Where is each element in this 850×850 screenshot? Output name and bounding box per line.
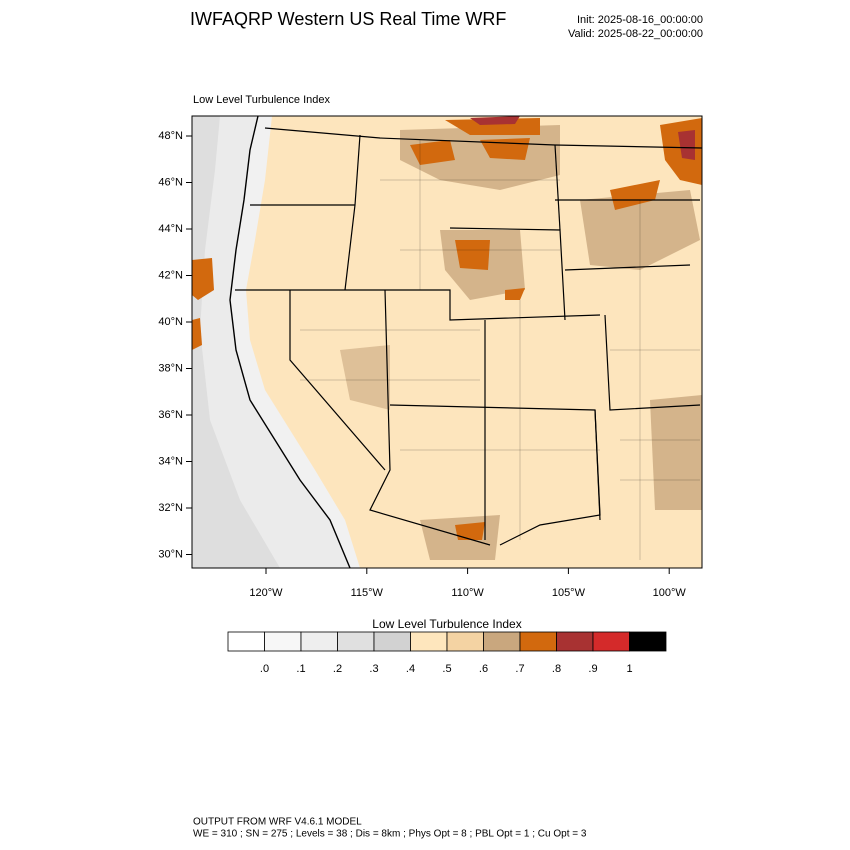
lat-label: 44°N <box>158 223 183 235</box>
lat-label: 36°N <box>158 409 183 421</box>
valid-time: Valid: 2025-08-22_00:00:00 <box>568 28 703 40</box>
map-label: Low Level Turbulence Index <box>193 94 330 106</box>
colorbar-box <box>556 631 594 652</box>
footer-line: OUTPUT FROM WRF V4.6.1 MODEL <box>193 817 362 828</box>
colorbar-label: .5 <box>442 663 451 675</box>
footer-line: WE = 310 ; SN = 275 ; Levels = 38 ; Dis … <box>193 829 587 840</box>
lat-label: 32°N <box>158 502 183 514</box>
lat-label: 48°N <box>158 130 183 142</box>
lat-label: 34°N <box>158 455 183 467</box>
colorbar-label: .7 <box>515 663 524 675</box>
colorbar-label: .1 <box>296 663 305 675</box>
colorbar-box <box>410 631 448 652</box>
map-frame <box>191 115 703 569</box>
colorbar-box <box>227 631 265 652</box>
lat-label: 30°N <box>158 548 183 560</box>
colorbar-title: Low Level Turbulence Index <box>372 617 521 631</box>
map-ticks: 48°N 46°N 44°N 42°N 40°N 38°N 36°N 34°N 32°N 30°N… <box>158 130 686 599</box>
colorbar-label: .0 <box>260 663 269 675</box>
colorbar-box <box>446 631 484 652</box>
colorbar-box <box>300 631 338 652</box>
colorbar-box <box>373 631 411 652</box>
lon-label: 105°W <box>552 587 586 599</box>
map <box>192 116 702 568</box>
colorbar-box <box>483 631 521 652</box>
colorbar-label: .6 <box>479 663 488 675</box>
colorbar-label: .3 <box>369 663 378 675</box>
lon-label: 120°W <box>249 587 283 599</box>
colorbar-label: .4 <box>406 663 415 675</box>
colorbar-label: .8 <box>552 663 561 675</box>
lon-label: 110°W <box>451 587 484 599</box>
colorbar-box <box>264 631 302 652</box>
colorbar-box <box>629 631 667 652</box>
colorbar-label: .2 <box>333 663 342 675</box>
colorbar-label: .9 <box>588 663 597 675</box>
lat-label: 46°N <box>158 176 183 188</box>
lat-label: 38°N <box>158 362 183 374</box>
lon-label: 100°W <box>653 587 687 599</box>
colorbar-label: 1 <box>626 663 632 675</box>
colorbar: .0 .1 .2 .3 .4 .5 .6 .7 .8 .9 1 <box>227 631 667 675</box>
colorbar-box <box>592 631 630 652</box>
lat-label: 42°N <box>158 269 183 281</box>
colorbar-box <box>519 631 557 652</box>
colorbar-box <box>337 631 375 652</box>
lon-label: 115°W <box>351 587 384 599</box>
init-time: Init: 2025-08-16_00:00:00 <box>577 14 703 26</box>
title: IWFAQRP Western US Real Time WRF <box>190 9 506 29</box>
lat-label: 40°N <box>158 316 183 328</box>
